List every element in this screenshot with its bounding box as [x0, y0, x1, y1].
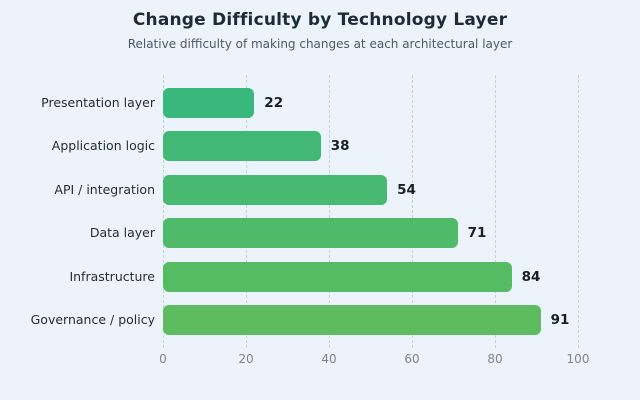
x-tick-label: 80 — [487, 352, 503, 366]
bar-value-label: 91 — [550, 312, 570, 328]
chart-title: Change Difficulty by Technology Layer — [132, 10, 508, 30]
gridline-0 — [163, 75, 164, 348]
bar-row: 84 — [163, 261, 578, 292]
x-tick-label: 60 — [404, 352, 420, 366]
gridline-100 — [578, 75, 579, 348]
category-label: Presentation layer — [41, 95, 155, 110]
bar-data-layer — [163, 218, 458, 249]
bar-value-label: 54 — [397, 181, 416, 198]
x-tick-label: 40 — [321, 352, 337, 366]
chart-subtitle: Relative difficulty of making changes at… — [127, 37, 513, 51]
gridline-40 — [329, 75, 330, 348]
bar-row: 91 — [163, 305, 578, 335]
bar-application-logic — [163, 131, 321, 162]
x-tick-label: 100 — [566, 352, 590, 366]
bar-value-label: 38 — [330, 138, 350, 155]
bar-value-label: 22 — [264, 95, 284, 111]
gridline-20 — [246, 75, 247, 348]
bar-infrastructure — [163, 261, 512, 292]
bar-row: 54 — [163, 174, 578, 205]
bar-governance-policy — [163, 305, 541, 335]
bar-value-label: 84 — [521, 268, 541, 285]
bar-value-label: 71 — [467, 225, 487, 242]
x-tick-label: 20 — [238, 352, 254, 366]
x-tick-label: 0 — [159, 352, 167, 366]
category-label: Application logic — [51, 138, 155, 154]
plot-area: 22 38 54 71 84 91 — [163, 75, 579, 348]
category-label: Governance / policy — [30, 312, 155, 327]
gridline-80 — [495, 75, 496, 348]
bar-row: 22 — [163, 88, 578, 118]
bar-presentation-layer — [163, 88, 255, 118]
gridline-60 — [412, 75, 413, 348]
bar-row: 71 — [163, 218, 578, 249]
category-label: API / integration — [54, 181, 155, 197]
category-label: Infrastructure — [69, 268, 155, 284]
category-label: Data layer — [89, 225, 155, 241]
bar-row: 38 — [163, 131, 578, 162]
bar-api-integration — [163, 174, 388, 205]
